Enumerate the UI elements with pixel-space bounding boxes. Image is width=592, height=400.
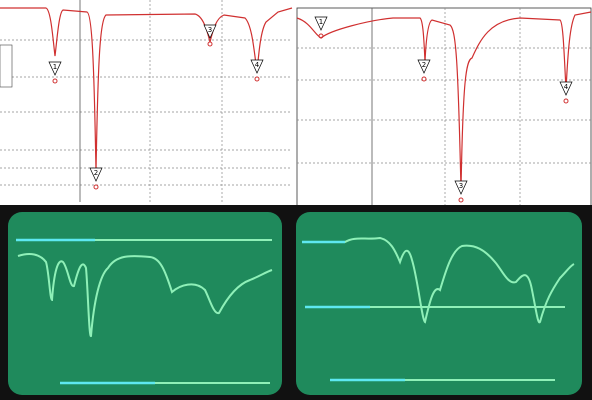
marker-label: 4 [564, 83, 569, 91]
collage: 1 2 3 4 1 2 3 4 [0, 0, 592, 400]
scope-photo-left [0, 205, 290, 400]
marker-label: 2 [422, 61, 426, 69]
legend-box [0, 45, 12, 87]
marker-label: 1 [53, 63, 57, 71]
panel-bg [0, 0, 292, 202]
marker-label: 2 [94, 169, 98, 177]
marker-label: 1 [319, 18, 323, 26]
scope-photo-right [290, 205, 592, 400]
analyzer-panel-right: 1 2 3 4 [297, 8, 591, 207]
marker-label: 4 [255, 61, 260, 69]
marker-label: 3 [208, 26, 212, 34]
marker-label: 3 [459, 182, 463, 190]
analyzer-panel-left: 1 2 3 4 [0, 0, 292, 202]
panel-bg [297, 8, 591, 207]
page: {"panels": [{"markers": ["1", "2", "3", … [0, 0, 592, 400]
screen [296, 212, 582, 395]
